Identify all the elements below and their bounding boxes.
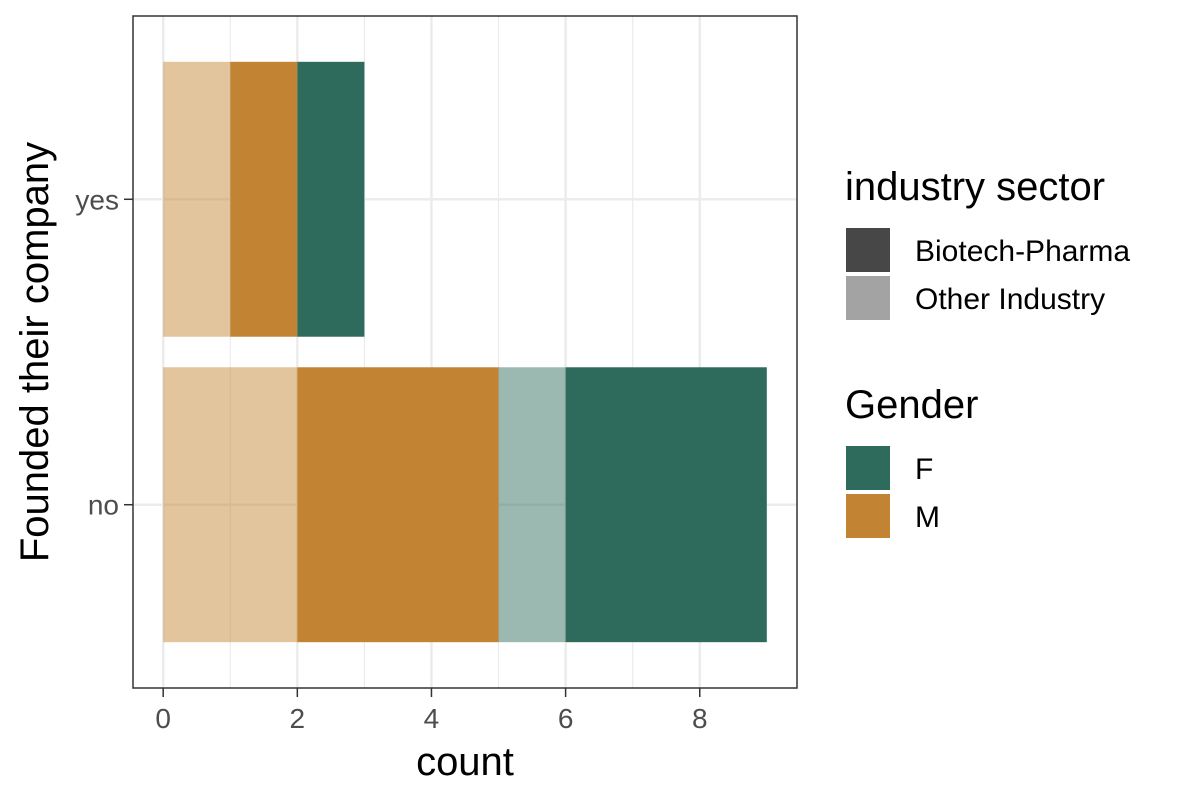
bar-segment bbox=[498, 367, 566, 643]
x-tick-label: 2 bbox=[290, 703, 306, 734]
x-tick-label: 0 bbox=[155, 703, 171, 734]
legend-key bbox=[846, 494, 890, 538]
y-tick-label: no bbox=[88, 490, 119, 521]
legend-key bbox=[846, 228, 890, 272]
legends: industry sector Biotech-Pharma Other Indus… bbox=[845, 165, 1130, 538]
x-tick-label: 8 bbox=[692, 703, 708, 734]
x-tick-label: 6 bbox=[558, 703, 574, 734]
legend-title: Gender bbox=[845, 383, 978, 427]
bar-segment bbox=[297, 367, 499, 643]
bar-segment bbox=[163, 61, 231, 337]
y-tick-label: yes bbox=[75, 184, 119, 215]
legend-key bbox=[846, 276, 890, 320]
legend-key bbox=[846, 446, 890, 490]
legend-label: Other Industry bbox=[915, 283, 1105, 316]
y-axis-title: Founded their company bbox=[13, 142, 57, 562]
bar-segment bbox=[230, 61, 298, 337]
bar-segment bbox=[297, 61, 365, 337]
y-axis: no yes bbox=[75, 184, 133, 521]
legend-label: F bbox=[915, 453, 933, 486]
x-tick-label: 4 bbox=[424, 703, 440, 734]
bar-segment bbox=[163, 367, 298, 643]
plot-panel-border bbox=[132, 15, 798, 689]
bars bbox=[163, 61, 767, 643]
bar-segment bbox=[565, 367, 767, 643]
legend-title: industry sector bbox=[845, 165, 1105, 209]
legend-label: M bbox=[915, 501, 940, 534]
x-axis: 0 2 4 6 8 bbox=[155, 688, 708, 734]
x-axis-title: count bbox=[416, 740, 514, 784]
legend-label: Biotech-Pharma bbox=[915, 235, 1130, 268]
